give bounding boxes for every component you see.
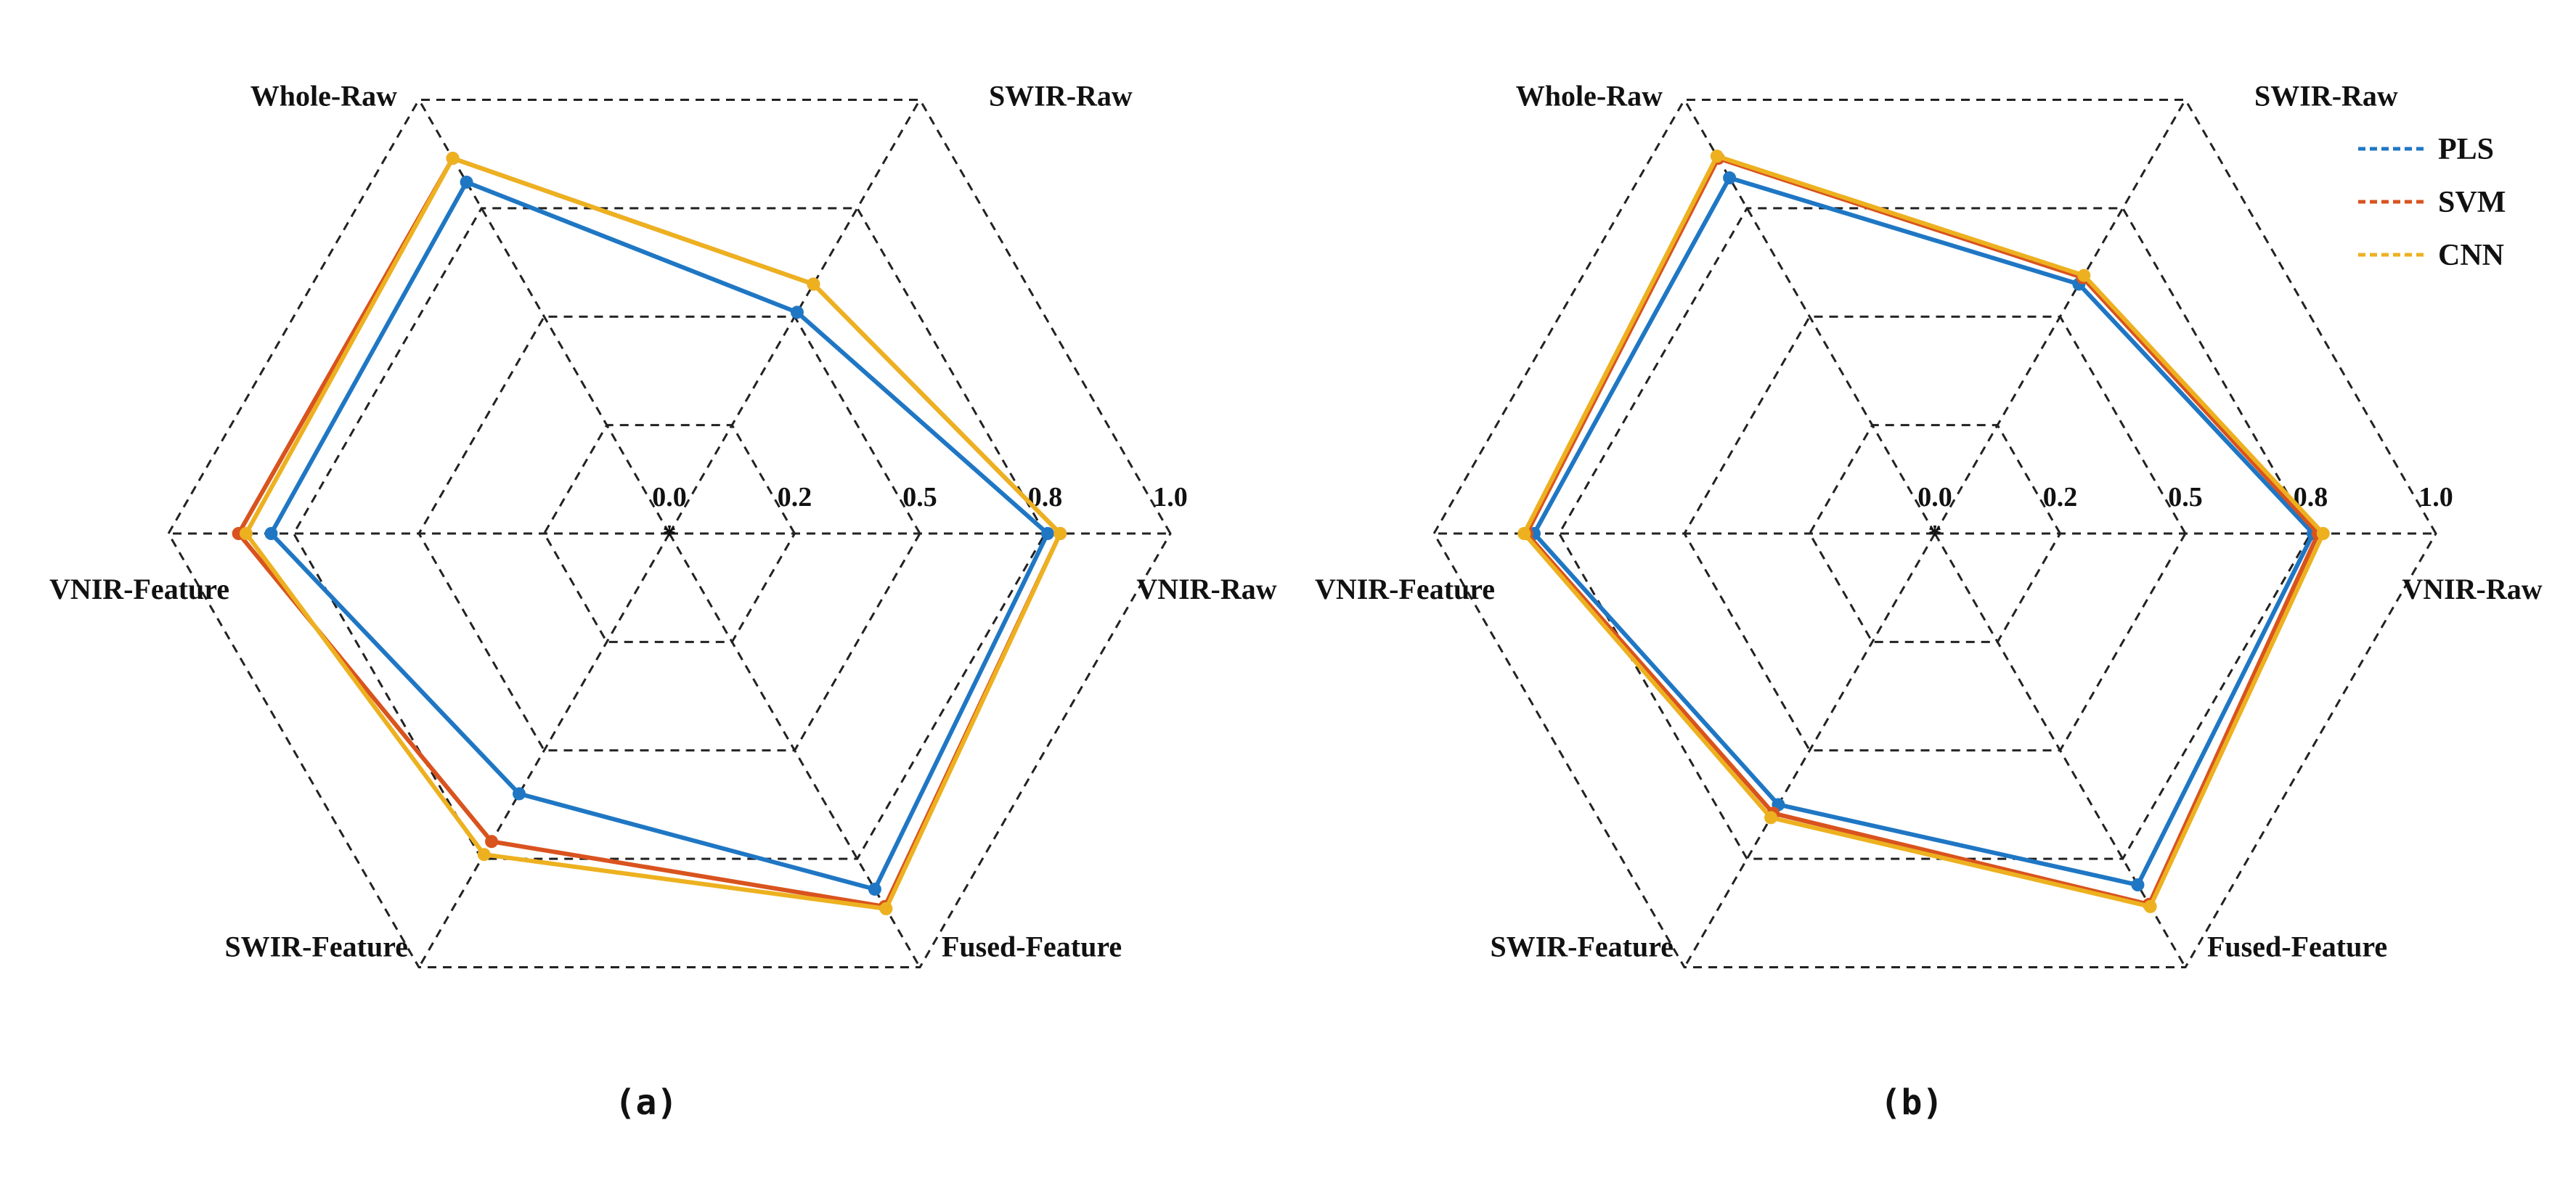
series-line-cnn: [1522, 154, 2326, 909]
axis-label-fused-feature: Fused-Feature: [2207, 931, 2387, 963]
tick-label-0-0: 0.0: [652, 482, 687, 512]
tick-label-0-2: 0.2: [778, 482, 812, 512]
data-point-svm-swir-feature: [485, 835, 499, 849]
data-point-cnn-swir-feature: [1764, 811, 1778, 825]
grid-spoke-2: [1933, 99, 2187, 534]
tick-label-0-0: 0.0: [1917, 482, 1952, 512]
center-marker: *: [663, 520, 677, 550]
legend-label-cnn: CNN: [2438, 239, 2504, 272]
axis-label-whole-raw: Whole-Raw: [1516, 79, 1663, 112]
data-point-cnn-swir-raw: [807, 277, 820, 291]
tick-label-0-2: 0.2: [2043, 482, 2078, 512]
legend-label-svm: SVM: [2438, 186, 2506, 219]
grid-ring-4: [167, 98, 1172, 969]
tick-label-0-5: 0.5: [902, 482, 937, 512]
grid-spoke-3: [417, 99, 671, 534]
data-point-cnn-vnir-feature: [239, 527, 253, 540]
radar-panel-2: 0.0 0.2 0.5 0.8 1.0VNIR-RawSWIR-RawWhole-Raw…: [1315, 79, 2543, 1123]
data-point-cnn-whole-raw: [446, 152, 460, 166]
grid-ring-3: [292, 207, 1047, 860]
radar-panel-1: 0.0 0.2 0.5 0.8 1.0VNIR-RawSWIR-RawWhole-Raw…: [49, 79, 1277, 1123]
data-point-pls-whole-raw: [460, 175, 473, 189]
grid-spoke-6: [1933, 533, 2187, 968]
axis-label-vnir-feature: VNIR-Feature: [1315, 573, 1495, 605]
axis-label-swir-feature: SWIR-Feature: [224, 931, 408, 963]
axis-label-vnir-feature: VNIR-Feature: [49, 573, 229, 605]
grid-ring-4: [1432, 98, 2437, 969]
data-point-cnn-swir-raw: [2077, 269, 2091, 282]
data-point-pls-fused-feature: [2131, 878, 2145, 892]
data-point-pls-vnir-raw: [1040, 527, 1054, 540]
tick-label-1-0: 1.0: [1153, 482, 1188, 512]
axis-label-vnir-raw: VNIR-Raw: [1136, 573, 1276, 605]
grid-spoke-3: [1683, 99, 1936, 534]
data-point-cnn-swir-feature: [477, 848, 491, 862]
axis-label-swir-raw: SWIR-Raw: [2254, 79, 2398, 112]
data-point-cnn-vnir-feature: [1517, 527, 1531, 540]
grid-spoke-6: [668, 533, 921, 968]
grid-spoke-5: [1683, 533, 1936, 968]
data-point-pls-whole-raw: [1723, 171, 1737, 185]
series-line-svm: [1524, 156, 2320, 907]
legend-label-pls: PLS: [2438, 133, 2494, 166]
axis-label-whole-raw: Whole-Raw: [250, 79, 397, 112]
tick-label-0-5: 0.5: [2168, 482, 2203, 512]
data-point-pls-vnir-feature: [264, 527, 278, 540]
data-point-pls-swir-raw: [790, 306, 804, 319]
axis-label-swir-feature: SWIR-Feature: [1490, 931, 1674, 963]
axis-label-vnir-raw: VNIR-Raw: [2402, 573, 2542, 605]
panel-label: (a): [615, 1082, 678, 1123]
grid-spoke-5: [417, 533, 671, 968]
data-point-cnn-vnir-raw: [2316, 527, 2330, 540]
data-point-cnn-fused-feature: [879, 902, 893, 915]
legend: PLS SVM CNN: [2358, 133, 2506, 272]
axis-label-fused-feature: Fused-Feature: [942, 931, 1122, 963]
axis-label-swir-raw: SWIR-Raw: [989, 79, 1133, 112]
data-point-pls-swir-feature: [513, 787, 526, 801]
data-point-cnn-whole-raw: [1710, 150, 1724, 163]
tick-label-1-0: 1.0: [2418, 482, 2453, 512]
center-marker: *: [1928, 520, 1942, 550]
data-point-cnn-fused-feature: [2143, 899, 2157, 913]
data-point-cnn-vnir-raw: [1053, 527, 1067, 540]
data-point-pls-fused-feature: [868, 882, 881, 896]
series-line-pls: [269, 179, 1050, 891]
panel-label: (b): [1880, 1082, 1944, 1123]
grid-ring-3: [1557, 207, 2312, 860]
